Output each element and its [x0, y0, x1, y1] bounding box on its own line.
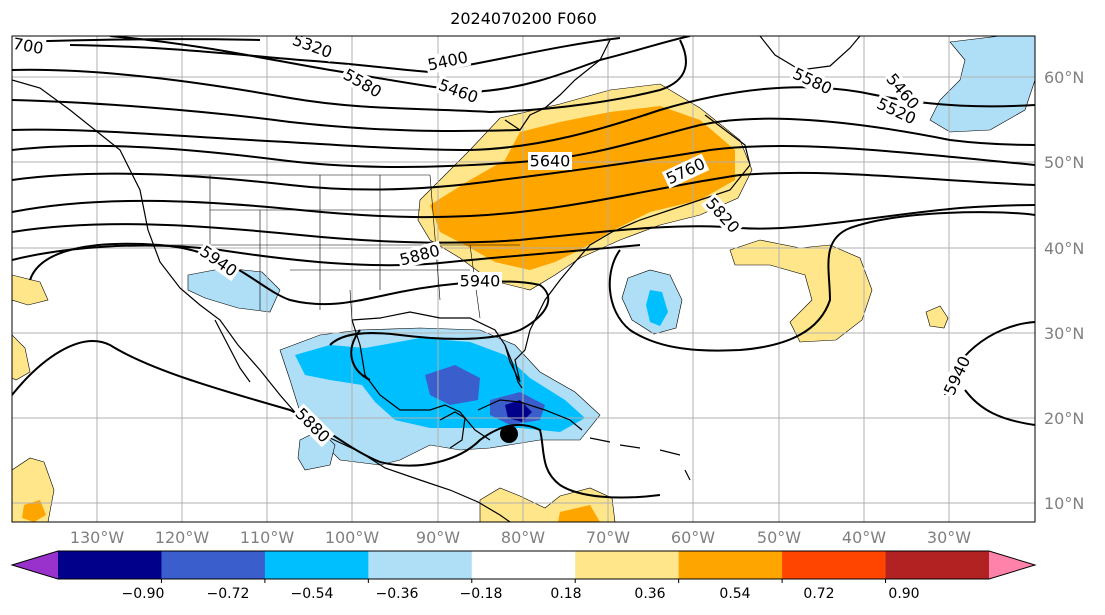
anomaly-orange-central-america [22, 500, 46, 522]
colorbar-segment [471, 551, 576, 579]
colorbar-segment [161, 551, 266, 579]
lon-label-90w: 90°W [415, 528, 461, 547]
anomaly-navy-cuba [505, 400, 532, 422]
lat-label-40n: 40°N [1044, 239, 1085, 258]
contour-5580 [12, 86, 1035, 152]
hudson-bay [504, 39, 611, 131]
contour-5520 [12, 99, 521, 133]
anomaly-yellow-small-atlantic [925, 305, 949, 329]
baja [214, 319, 251, 383]
florida [504, 344, 523, 389]
colorbar-outline [10, 550, 1037, 580]
colorbar-tick-label: −0.18 [459, 586, 503, 602]
contour-label: 700 [11, 34, 47, 58]
contour-5340 [69, 37, 621, 74]
lon-label-60w: 60°W [670, 528, 716, 547]
lon-label-30w: 30°W [926, 528, 972, 547]
yucatan [439, 411, 466, 449]
negative-anomaly-shading [187, 36, 1035, 471]
colorbar-tick-label: −0.54 [290, 586, 334, 602]
anomaly-blue-atlantic-cell [646, 290, 668, 326]
colorbar-tick-label: 0.90 [888, 586, 920, 602]
colorbar-segment [885, 551, 990, 579]
anomaly-orange-northeast [430, 106, 735, 270]
colorbar-segment [264, 551, 369, 579]
colorbar-tick-label: −0.36 [375, 586, 419, 602]
lat-label-30n: 30°N [1044, 324, 1085, 343]
anomaly-yellow-pacific [12, 274, 49, 306]
colorbar-tick-label: 0.18 [550, 586, 582, 602]
anomaly-yellow-central-america [12, 457, 55, 522]
contour-5940-ring [350, 329, 371, 381]
contour-label: 5940 [458, 272, 502, 291]
contour-5880-south [12, 340, 661, 499]
anomaly-yellow-pacific-2 [12, 334, 31, 381]
colorbar [10, 550, 1037, 583]
coastlines [12, 36, 861, 522]
plot-title: 2024070200 F060 [450, 9, 597, 28]
colorbar-tick-label: −0.90 [121, 586, 165, 602]
colorbar-tick-label: 0.36 [634, 586, 666, 602]
lon-label-70w: 70°W [585, 528, 631, 547]
cuba [477, 399, 583, 431]
lat-lon-grid [12, 36, 1035, 522]
colorbar-tick-label: −0.72 [206, 586, 250, 602]
lon-label-100w: 100°W [324, 528, 380, 547]
east-coast [529, 114, 751, 331]
svg-text:700: 700 [11, 34, 44, 58]
contour-5880 [12, 244, 641, 267]
lat-label-20n: 20°N [1044, 409, 1085, 428]
north-america-west-coast [12, 79, 511, 522]
colorbar-extend-high [989, 551, 1035, 579]
caribbean-islands [589, 437, 691, 481]
contour-5940-atlantic [608, 211, 1035, 352]
lat-label-60n: 60°N [1044, 68, 1085, 87]
anomaly-orange-south [558, 505, 600, 522]
contour-5700b [12, 144, 1035, 191]
lat-label-10n: 10°N [1044, 494, 1085, 513]
lat-label-50n: 50°N [1044, 153, 1085, 172]
contour-label: 5640 [528, 152, 572, 171]
lon-label-110w: 110°W [239, 528, 295, 547]
anomaly-yellow-atlantic [729, 239, 873, 343]
colorbar-segment [58, 551, 162, 579]
greenland-coast [759, 36, 861, 71]
lon-label-50w: 50°W [756, 528, 802, 547]
contour-5460 [12, 39, 687, 114]
colorbar-tick-label: 0.54 [719, 586, 751, 602]
colorbar-segment [678, 551, 783, 579]
gulf-coast [351, 311, 531, 441]
colorbar-tick-label: 0.72 [803, 586, 835, 602]
storm-center-marker [500, 425, 518, 443]
map-frame [11, 35, 1036, 523]
contour-5940-main [29, 242, 550, 346]
positive-anomaly-shading [12, 83, 949, 522]
colorbar-segment [575, 551, 680, 579]
lon-label-120w: 120°W [154, 528, 210, 547]
svg-text:5940: 5940 [460, 272, 501, 291]
colorbar-segment [368, 551, 473, 579]
contour-5760 [12, 171, 1035, 219]
lon-label-130w: 130°W [69, 528, 125, 547]
contour-5940-right [964, 389, 1035, 426]
lon-label-40w: 40°W [841, 528, 887, 547]
colorbar-segment [782, 551, 887, 579]
contour-5820 [12, 204, 1035, 244]
svg-text:5640: 5640 [530, 152, 571, 171]
lon-label-80w: 80°W [500, 528, 546, 547]
colorbar-extend-low [12, 551, 58, 579]
